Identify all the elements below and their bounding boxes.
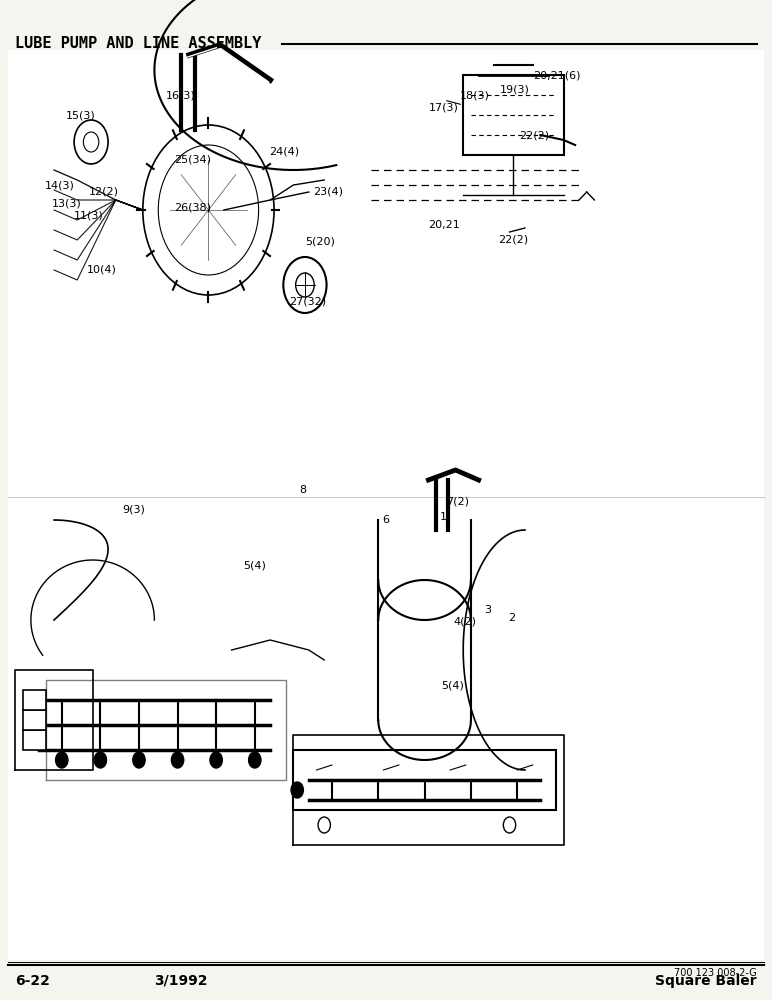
Text: 5(20): 5(20) <box>305 237 335 247</box>
Text: 10(4): 10(4) <box>86 265 117 275</box>
Text: 2: 2 <box>508 613 515 623</box>
Text: 3: 3 <box>484 605 491 615</box>
Circle shape <box>133 752 145 768</box>
Text: 15(3): 15(3) <box>66 110 96 120</box>
Circle shape <box>291 782 303 798</box>
Text: 12(2): 12(2) <box>89 187 119 197</box>
Text: 22(2): 22(2) <box>498 235 528 245</box>
Text: 17(3): 17(3) <box>428 102 459 112</box>
Text: 7(2): 7(2) <box>446 497 469 507</box>
Circle shape <box>56 752 68 768</box>
FancyBboxPatch shape <box>8 50 764 960</box>
Text: 6-22: 6-22 <box>15 974 50 988</box>
Text: 16(3): 16(3) <box>166 90 196 100</box>
FancyBboxPatch shape <box>23 730 46 750</box>
Circle shape <box>171 752 184 768</box>
Text: 23(4): 23(4) <box>313 187 343 197</box>
FancyBboxPatch shape <box>8 70 764 500</box>
Text: 3/1992: 3/1992 <box>154 974 208 988</box>
Text: 18(3): 18(3) <box>459 90 489 100</box>
Text: 1: 1 <box>440 512 447 522</box>
Circle shape <box>210 752 222 768</box>
Text: 9(3): 9(3) <box>122 505 145 515</box>
FancyBboxPatch shape <box>463 75 564 155</box>
Text: 5(4): 5(4) <box>442 680 465 690</box>
Text: 13(3): 13(3) <box>52 198 82 208</box>
Text: 26(38): 26(38) <box>174 202 211 212</box>
Circle shape <box>94 752 107 768</box>
FancyBboxPatch shape <box>23 710 46 730</box>
Text: LUBE PUMP AND LINE ASSEMBLY: LUBE PUMP AND LINE ASSEMBLY <box>15 36 262 51</box>
Text: 700 123 008-2-G: 700 123 008-2-G <box>674 968 757 978</box>
Text: 20,21(6): 20,21(6) <box>533 70 581 80</box>
Text: 20,21: 20,21 <box>428 220 460 230</box>
FancyBboxPatch shape <box>23 690 46 710</box>
Text: 5(4): 5(4) <box>243 560 266 570</box>
Text: Square Baler: Square Baler <box>655 974 757 988</box>
Text: 6: 6 <box>382 515 389 525</box>
Text: 4(2): 4(2) <box>454 617 477 627</box>
Text: 25(34): 25(34) <box>174 155 211 165</box>
Text: 8: 8 <box>300 485 306 495</box>
Text: 27(32): 27(32) <box>290 297 327 307</box>
Text: 24(4): 24(4) <box>269 147 299 157</box>
FancyBboxPatch shape <box>293 750 556 810</box>
Text: 11(3): 11(3) <box>73 210 103 220</box>
Circle shape <box>249 752 261 768</box>
Text: 22(2): 22(2) <box>519 130 549 140</box>
Text: 14(3): 14(3) <box>45 180 75 190</box>
Text: 19(3): 19(3) <box>500 85 530 95</box>
FancyBboxPatch shape <box>8 525 764 945</box>
